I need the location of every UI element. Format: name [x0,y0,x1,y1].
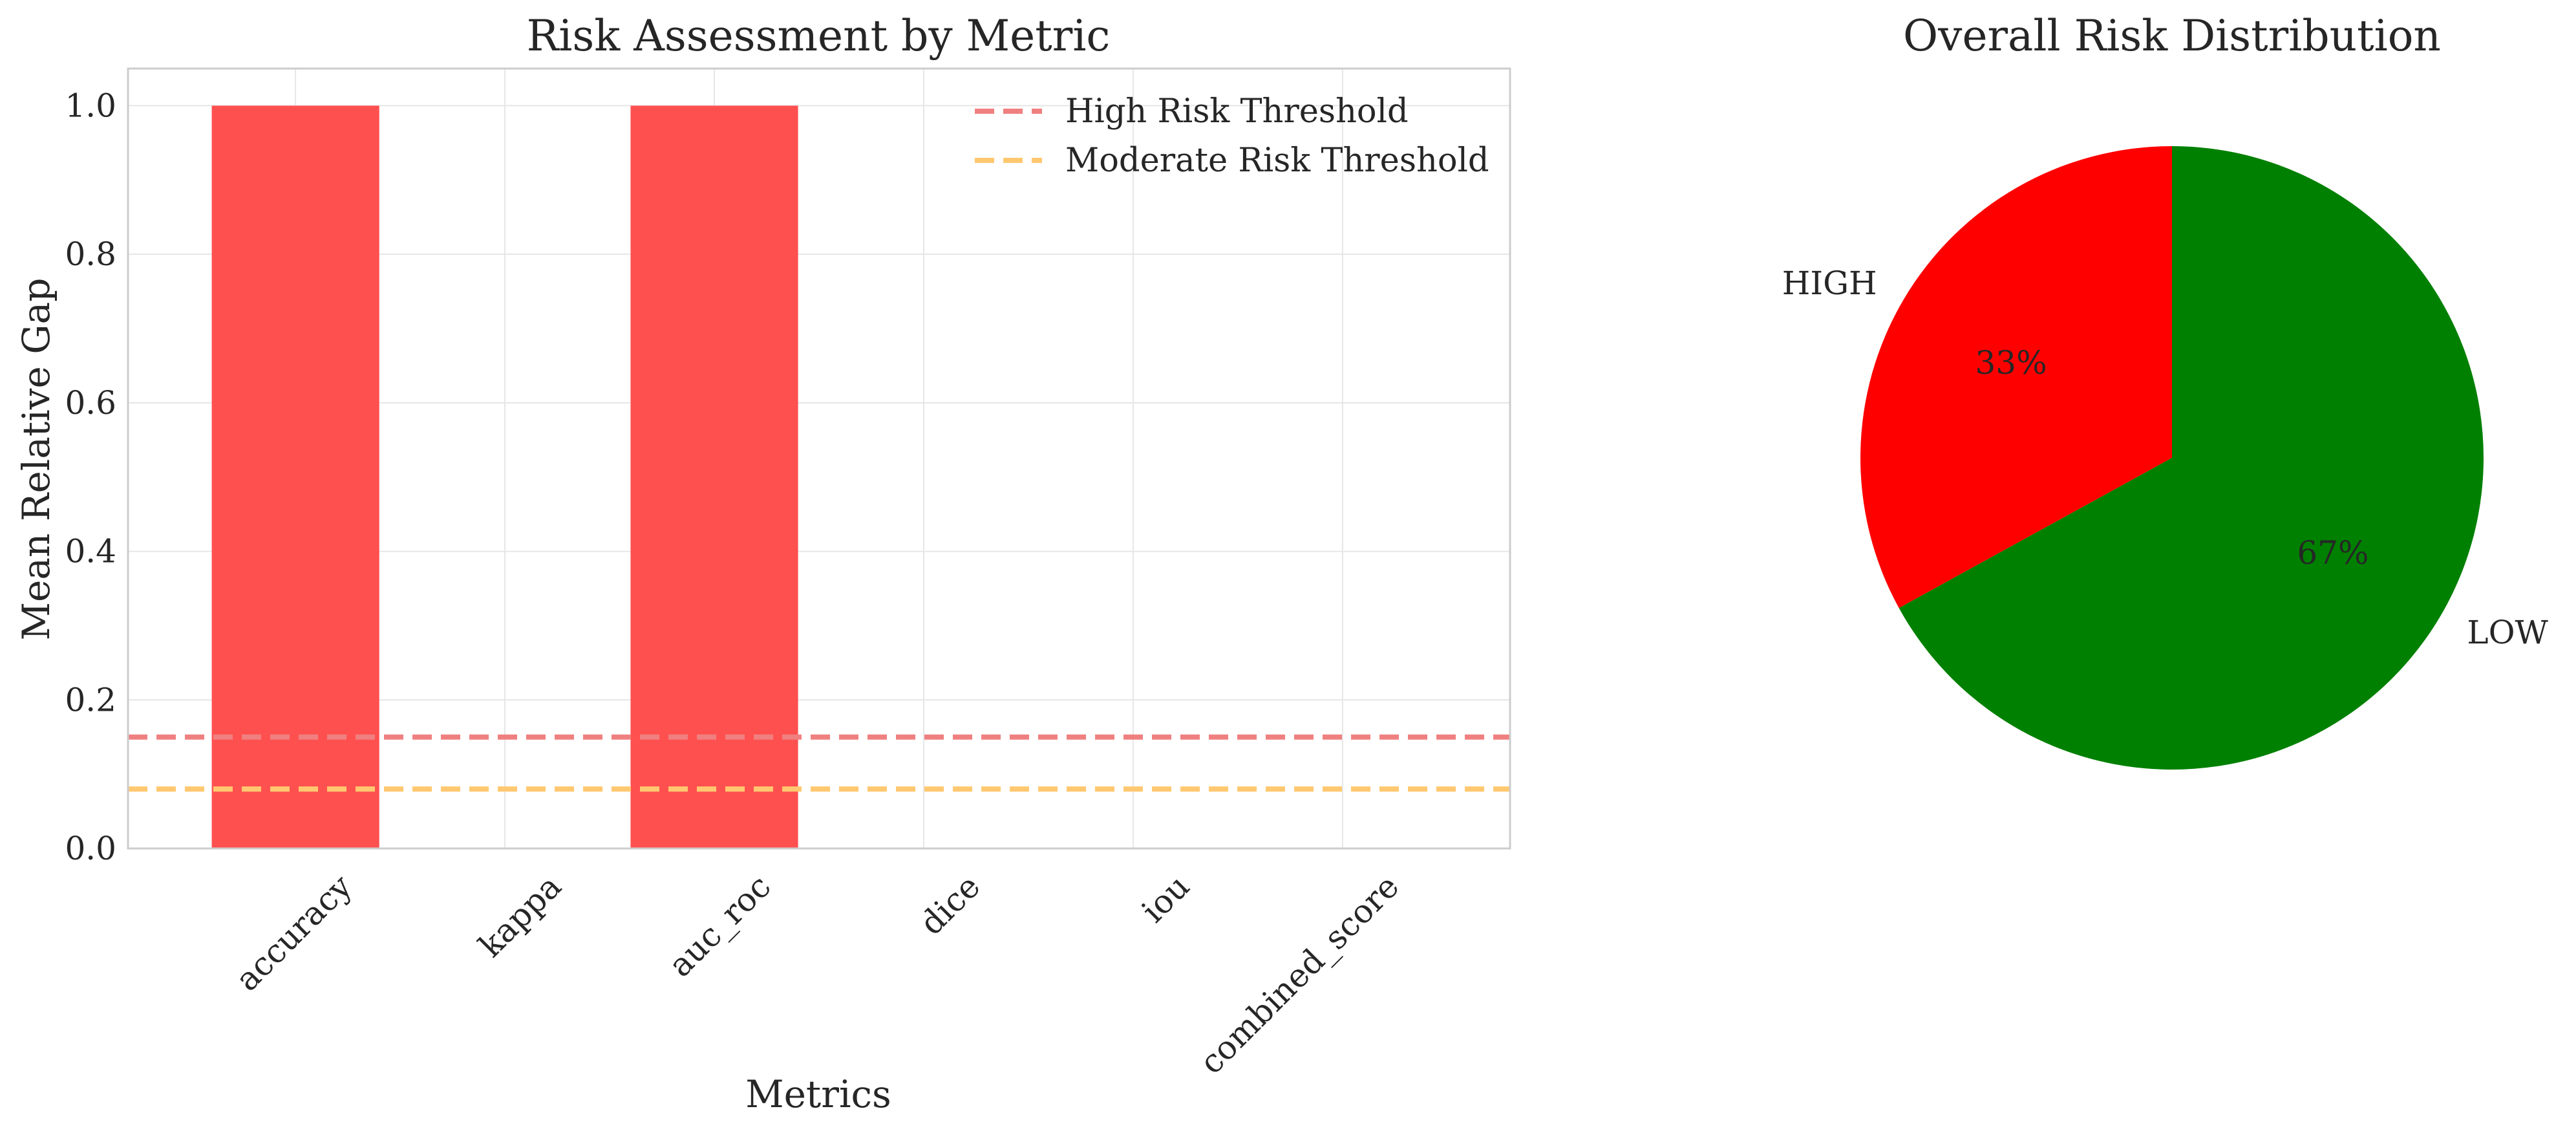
bar-auc-roc [630,105,798,848]
bar-chart-title: Risk Assessment by Metric [527,11,1111,61]
bar-series [211,105,798,848]
y-tick-labels: 0.0 0.2 0.4 0.6 0.8 1.0 [65,87,116,867]
plot-frame [127,67,1511,850]
legend-label-high-risk-threshold: High Risk Threshold [1065,92,1409,131]
pie-labels: 33% HIGH 67% LOW [1782,264,2549,651]
legend: High Risk Threshold Moderate Risk Thresho… [975,92,1489,180]
y-tick-label: 0.6 [65,384,116,422]
y-tick-label: 0.4 [65,533,116,570]
pie-chart: Overall Risk Distribution 33% HIGH 67% LOW [1782,11,2549,770]
threshold-lines [128,734,1510,792]
pie-slice-high [1860,146,2172,609]
y-tick-label: 0.8 [65,235,116,273]
pie-slice-low [1899,146,2484,770]
y-tick-label: 0.2 [65,681,116,718]
bar-accuracy [211,105,379,848]
pie-chart-title: Overall Risk Distribution [1903,11,2441,61]
legend-label-moderate-risk-threshold: Moderate Risk Threshold [1065,142,1489,180]
pie-percent-high: 33% [1975,344,2047,382]
y-tick-label: 0.0 [65,830,116,867]
pie-slices [1860,146,2484,770]
y-axis-label: Mean Relative Gap [14,278,58,641]
x-axis-label: Metrics [745,1072,891,1116]
pie-percent-low: 67% [2297,534,2368,572]
y-tick-label: 1.0 [65,87,116,124]
pie-label-low: LOW [2467,614,2548,651]
pie-label-high: HIGH [1782,264,1877,302]
